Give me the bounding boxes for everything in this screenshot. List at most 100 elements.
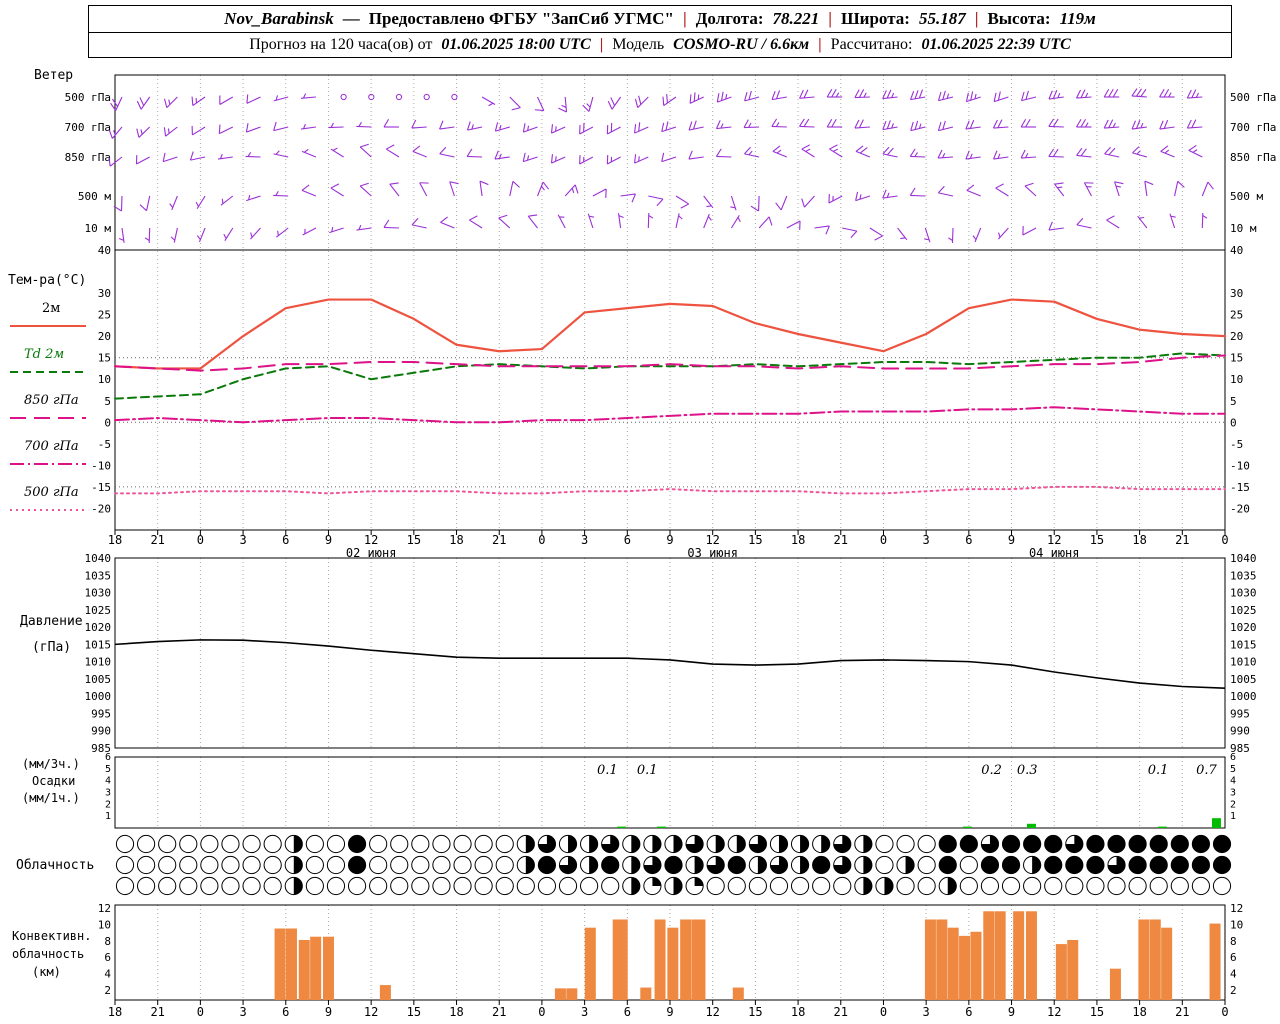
wind-calm-icon <box>340 93 347 101</box>
wind-barb-icon <box>189 151 206 161</box>
conv-tick: 2 <box>1230 984 1237 997</box>
cloud-cover-icon <box>1191 834 1211 854</box>
wind-barb-icon <box>592 188 607 198</box>
hour-label: 21 <box>1175 533 1189 547</box>
pressure-tick: 995 <box>1230 707 1250 720</box>
cloud-cover-icon <box>200 855 219 875</box>
wind-barb-icon <box>1169 213 1176 229</box>
wind-barb-icon <box>136 126 151 138</box>
wind-barb-icon <box>882 189 898 199</box>
wind-barb-icon <box>494 150 510 160</box>
cloud-cover-icon <box>1128 855 1147 875</box>
pressure-tick: 985 <box>1230 742 1250 755</box>
wind-barb-icon <box>1186 119 1203 129</box>
wind-barb-icon <box>191 96 206 107</box>
temp-tick: 20 <box>1230 330 1243 343</box>
wind-barb-icon <box>634 154 649 164</box>
hour-label: 21 <box>834 533 848 547</box>
hour-label: 12 <box>1047 1005 1061 1019</box>
precip-bar <box>1157 826 1167 828</box>
temp-tick: 30 <box>98 287 111 300</box>
wind-barb-icon <box>587 213 595 229</box>
wind-barb-icon <box>300 93 316 99</box>
temp-tick: -10 <box>1230 459 1250 472</box>
pressure-tick: 995 <box>91 707 111 720</box>
wind-barb-icon <box>703 195 714 209</box>
cloud-cover-fill <box>749 835 767 853</box>
cloud-cover-icon <box>959 855 978 875</box>
separator: | <box>974 9 979 28</box>
temp-tick: 10 <box>98 373 111 386</box>
wind-barb-icon <box>910 120 926 132</box>
cloud-cover-icon <box>959 834 978 854</box>
wind-barb-icon <box>1048 89 1064 100</box>
hour-label: 15 <box>748 1005 762 1019</box>
cloud-cover-icon <box>1107 834 1126 854</box>
wind-barb-icon <box>579 155 594 165</box>
header-row-2: Прогноз на 120 часа(ов) от 01.06.2025 18… <box>89 32 1231 57</box>
wind-barb-icon <box>389 182 400 197</box>
wind-barb-icon <box>163 126 178 137</box>
wind-barb-icon <box>113 195 123 212</box>
precip-amount-label: 0.1 <box>637 763 658 778</box>
precip-amount-label: 0.2 <box>981 763 1002 778</box>
precip-amount-label: 0.7 <box>1196 763 1217 778</box>
cloud-cover-icon <box>136 876 156 896</box>
temp-tick: 15 <box>98 352 111 365</box>
wind-barb-icon <box>564 184 579 197</box>
wind-calm-icon <box>368 93 375 101</box>
cloud-cover-icon <box>812 855 831 875</box>
cloud-cover-fill <box>643 856 662 874</box>
wind-level-label: 700 гПа <box>65 121 111 134</box>
wind-barb-icon <box>993 91 1009 103</box>
wind-barb-icon <box>118 227 125 243</box>
cloud-cover-icon <box>200 834 219 854</box>
cloud-cover-fill <box>293 856 303 874</box>
cloud-cover-icon <box>1149 855 1168 875</box>
wind-calm-icon <box>395 93 403 101</box>
cloud-cover-icon <box>1128 876 1147 896</box>
temp-tick: 25 <box>1230 309 1243 322</box>
cloud-cover-fill <box>715 835 725 853</box>
altitude-label: Высота: <box>987 9 1051 28</box>
cloud-cover-icon <box>1149 876 1168 896</box>
cloud-cover-fill <box>293 877 303 895</box>
wind-barb-icon <box>1048 148 1064 158</box>
cloud-cover-icon <box>136 855 156 875</box>
wind-barb-icon <box>550 124 566 134</box>
cloud-cover-icon <box>115 855 135 875</box>
conv-tick: 8 <box>1230 935 1237 948</box>
hour-label: 12 <box>364 533 378 547</box>
temp-series-2м <box>113 298 1227 370</box>
wind-barb-icon <box>606 155 621 165</box>
longitude-label: Долгота: <box>695 9 764 28</box>
hour-label: 3 <box>581 533 588 547</box>
cloud-cover-icon <box>263 855 282 875</box>
wind-barb-icon <box>689 92 704 104</box>
cloud-cover-icon <box>917 855 936 875</box>
cloud-cover-icon <box>1044 876 1063 896</box>
cloud-cover-fill <box>694 856 704 874</box>
temp-tick: 40 <box>98 244 111 257</box>
conv-cloud-bar <box>274 928 286 1000</box>
wind-barb-icon <box>301 148 317 158</box>
wind-barb-icon <box>469 215 483 229</box>
wind-barb-icon <box>606 122 621 135</box>
wind-barb-icon <box>1048 118 1064 128</box>
cloud-cover-fill <box>863 877 872 895</box>
pressure-series <box>114 639 1226 690</box>
legend-500 гПа: 500 гПа <box>24 485 79 500</box>
cloud-cover-fill <box>694 877 704 886</box>
wind-barb-icon <box>439 120 455 130</box>
wind-barb-icon <box>826 88 843 98</box>
cloud-cover-icon <box>411 855 430 875</box>
hour-label: 18 <box>1132 533 1146 547</box>
wind-barb-icon <box>245 152 261 158</box>
wind-level-label: 10 м <box>85 222 112 235</box>
hour-label: 0 <box>880 1005 887 1019</box>
wind-barb-icon <box>937 149 954 159</box>
wind-barb-icon <box>855 145 871 158</box>
cloud-cover-icon <box>495 876 514 896</box>
wind-barb-icon <box>522 152 538 163</box>
hour-label: 12 <box>705 533 719 547</box>
